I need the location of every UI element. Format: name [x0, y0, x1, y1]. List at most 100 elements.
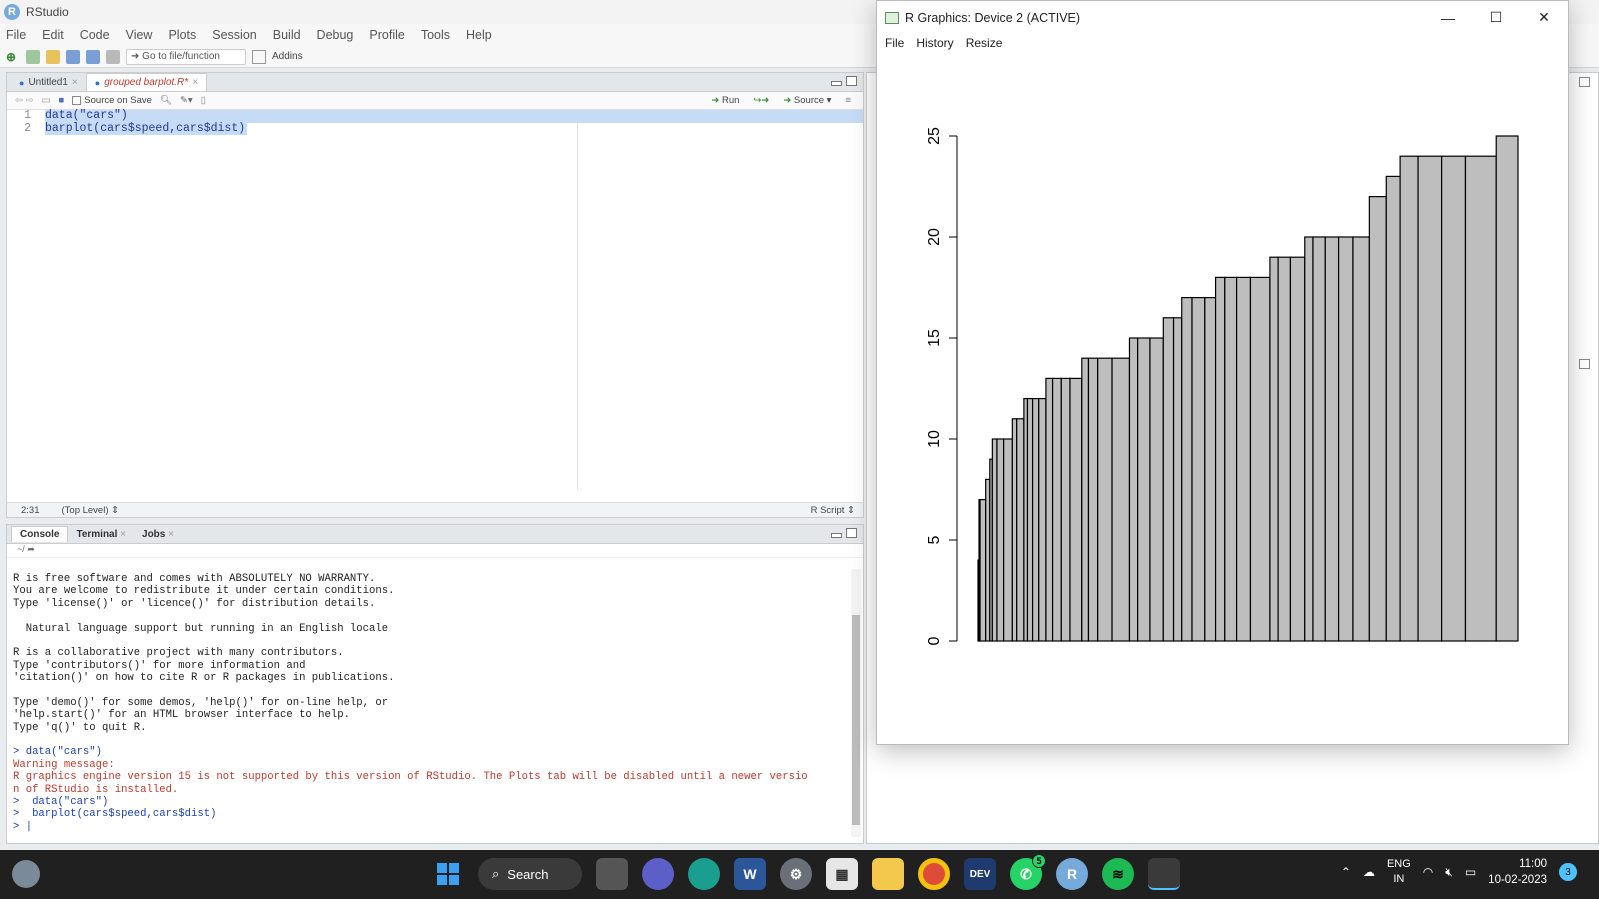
edge-icon[interactable]	[688, 858, 720, 890]
menu-edit[interactable]: Edit	[42, 28, 64, 42]
tab-terminal[interactable]: Terminal ×	[68, 527, 134, 542]
taskbar-search[interactable]: ⌕ Search	[478, 858, 582, 890]
spotify-icon[interactable]: ≋	[1102, 858, 1134, 890]
weather-icon[interactable]	[12, 860, 40, 888]
close-icon[interactable]: ✕	[1538, 9, 1550, 25]
tab-console[interactable]: Console	[11, 526, 69, 542]
dev-app-icon[interactable]: DEV	[964, 858, 996, 890]
minimize-icon[interactable]: —	[1441, 9, 1455, 26]
bar	[1399, 155, 1419, 642]
addins-menu[interactable]: Addins	[272, 51, 303, 62]
file-explorer-icon[interactable]	[872, 858, 904, 890]
menu-help[interactable]: Help	[466, 28, 492, 42]
teams-chat-icon[interactable]	[642, 858, 674, 890]
bar	[1249, 276, 1271, 642]
close-icon[interactable]: ×	[120, 528, 127, 540]
print-icon[interactable]	[106, 49, 120, 64]
code-editor[interactable]: 1 2 data("cars") barplot(cars$speed,cars…	[7, 109, 863, 490]
console-output[interactable]: R is free software and comes with ABSOLU…	[7, 561, 847, 843]
menu-tools[interactable]: Tools	[420, 28, 451, 42]
save-icon[interactable]: ■	[58, 95, 65, 106]
close-icon[interactable]: ×	[192, 77, 198, 88]
save-all-icon[interactable]	[86, 49, 100, 64]
language-indicator[interactable]: ENG IN	[1387, 857, 1411, 887]
code-tools-icon[interactable]: ✎▾	[179, 95, 193, 106]
new-project-icon[interactable]	[26, 49, 40, 64]
back-icon[interactable]: ⇦ ⇨	[15, 95, 34, 106]
notification-badge[interactable]: 3	[1559, 863, 1577, 881]
clock[interactable]: 11:00 10-02-2023	[1488, 856, 1547, 888]
workspace-panes-icon[interactable]	[252, 49, 266, 64]
file-type-selector[interactable]: R Script ⇕	[810, 504, 855, 516]
scope-selector[interactable]: (Top Level) ⇕	[61, 504, 120, 516]
maximize-pane-icon[interactable]	[1579, 77, 1590, 87]
menu-profile[interactable]: Profile	[369, 28, 405, 42]
wifi-icon[interactable]: ◠	[1422, 865, 1434, 879]
bar	[996, 438, 1005, 642]
microsoft-store-icon[interactable]: ▦	[826, 858, 858, 890]
find-icon[interactable]: 🔍︎	[159, 95, 172, 106]
r-graphics-taskbar-icon[interactable]	[1148, 858, 1180, 890]
goto-dir-icon[interactable]: ➦	[27, 544, 35, 554]
maximize-pane-icon[interactable]	[846, 76, 857, 86]
chevron-up-icon[interactable]: ⌃	[1340, 865, 1351, 879]
source-on-save-checkbox[interactable]: Source on Save	[72, 95, 152, 106]
menu-view[interactable]: View	[125, 28, 153, 42]
battery-icon[interactable]: ▭	[1464, 865, 1477, 879]
bar	[1352, 236, 1370, 642]
graphics-menu-resize[interactable]: Resize	[965, 36, 1003, 50]
rerun-icon[interactable]: ↪➜	[753, 95, 770, 106]
settings-icon[interactable]: ⚙	[780, 858, 812, 890]
tab-grouped-barplot[interactable]: ● grouped barplot.R* ×	[85, 73, 207, 91]
scrollbar-thumb[interactable]	[852, 615, 860, 825]
goto-file-function-input[interactable]: ➜ Go to file/function	[126, 48, 246, 65]
open-file-icon[interactable]	[46, 49, 60, 64]
save-icon[interactable]	[66, 49, 80, 64]
tab-untitled1[interactable]: ● Untitled1 ×	[11, 74, 86, 91]
minimize-pane-icon[interactable]	[831, 81, 842, 86]
compile-report-icon[interactable]: ▯	[200, 95, 206, 106]
menu-build[interactable]: Build	[272, 28, 301, 42]
task-view-icon[interactable]	[596, 858, 628, 890]
source-button[interactable]: ➜ Source ▾	[783, 95, 832, 106]
working-directory[interactable]: ~/ ➦	[7, 544, 863, 558]
line-gutter: 1 2	[7, 109, 43, 490]
code-line[interactable]: barplot(cars$speed,cars$dist)	[45, 121, 863, 136]
maximize-pane-icon[interactable]	[846, 528, 857, 538]
run-button[interactable]: ➜ Run	[711, 95, 739, 106]
bar	[1214, 276, 1226, 642]
maximize-pane-icon[interactable]	[1579, 359, 1590, 369]
console-line	[13, 685, 841, 697]
source-tabs: ● Untitled1 × ● grouped barplot.R* ×	[7, 73, 863, 92]
time: 11:00	[1519, 858, 1547, 870]
menu-debug[interactable]: Debug	[316, 28, 354, 42]
volume-muted-icon[interactable]: 🔇︎	[1445, 864, 1453, 879]
tab-jobs[interactable]: Jobs ×	[134, 527, 182, 542]
onedrive-icon[interactable]: ☁	[1362, 865, 1375, 879]
outline-icon[interactable]: ≡	[845, 95, 851, 106]
whatsapp-icon[interactable]: ✆ 5	[1010, 854, 1046, 890]
start-icon[interactable]	[432, 858, 464, 890]
graphics-menu-file[interactable]: File	[885, 36, 905, 50]
scope-label: (Top Level)	[61, 504, 109, 516]
console-scrollbar[interactable]	[851, 569, 861, 837]
close-icon[interactable]: ×	[168, 528, 174, 540]
graphics-menu-history[interactable]: History	[916, 36, 954, 50]
console-line	[13, 734, 841, 746]
chrome-icon[interactable]	[918, 858, 950, 890]
menu-session[interactable]: Session	[212, 28, 257, 42]
r-app-icon[interactable]: R	[1056, 858, 1088, 890]
minimize-pane-icon[interactable]	[831, 533, 842, 538]
menu-code[interactable]: Code	[79, 28, 110, 42]
r-graphics-window: R Graphics: Device 2 (ACTIVE) — ☐ ✕ File…	[876, 0, 1569, 745]
code-line[interactable]: data("cars")	[45, 109, 863, 123]
bar	[1312, 236, 1326, 642]
menu-file[interactable]: File	[6, 28, 27, 42]
menu-plots[interactable]: Plots	[168, 28, 197, 42]
show-in-window-icon[interactable]: ▭	[41, 95, 51, 106]
new-file-icon[interactable]: ⊕	[6, 49, 17, 64]
maximize-icon[interactable]: ☐	[1489, 9, 1503, 25]
bar	[1149, 337, 1164, 642]
word-icon[interactable]: W	[734, 858, 766, 890]
close-icon[interactable]: ×	[71, 77, 78, 88]
